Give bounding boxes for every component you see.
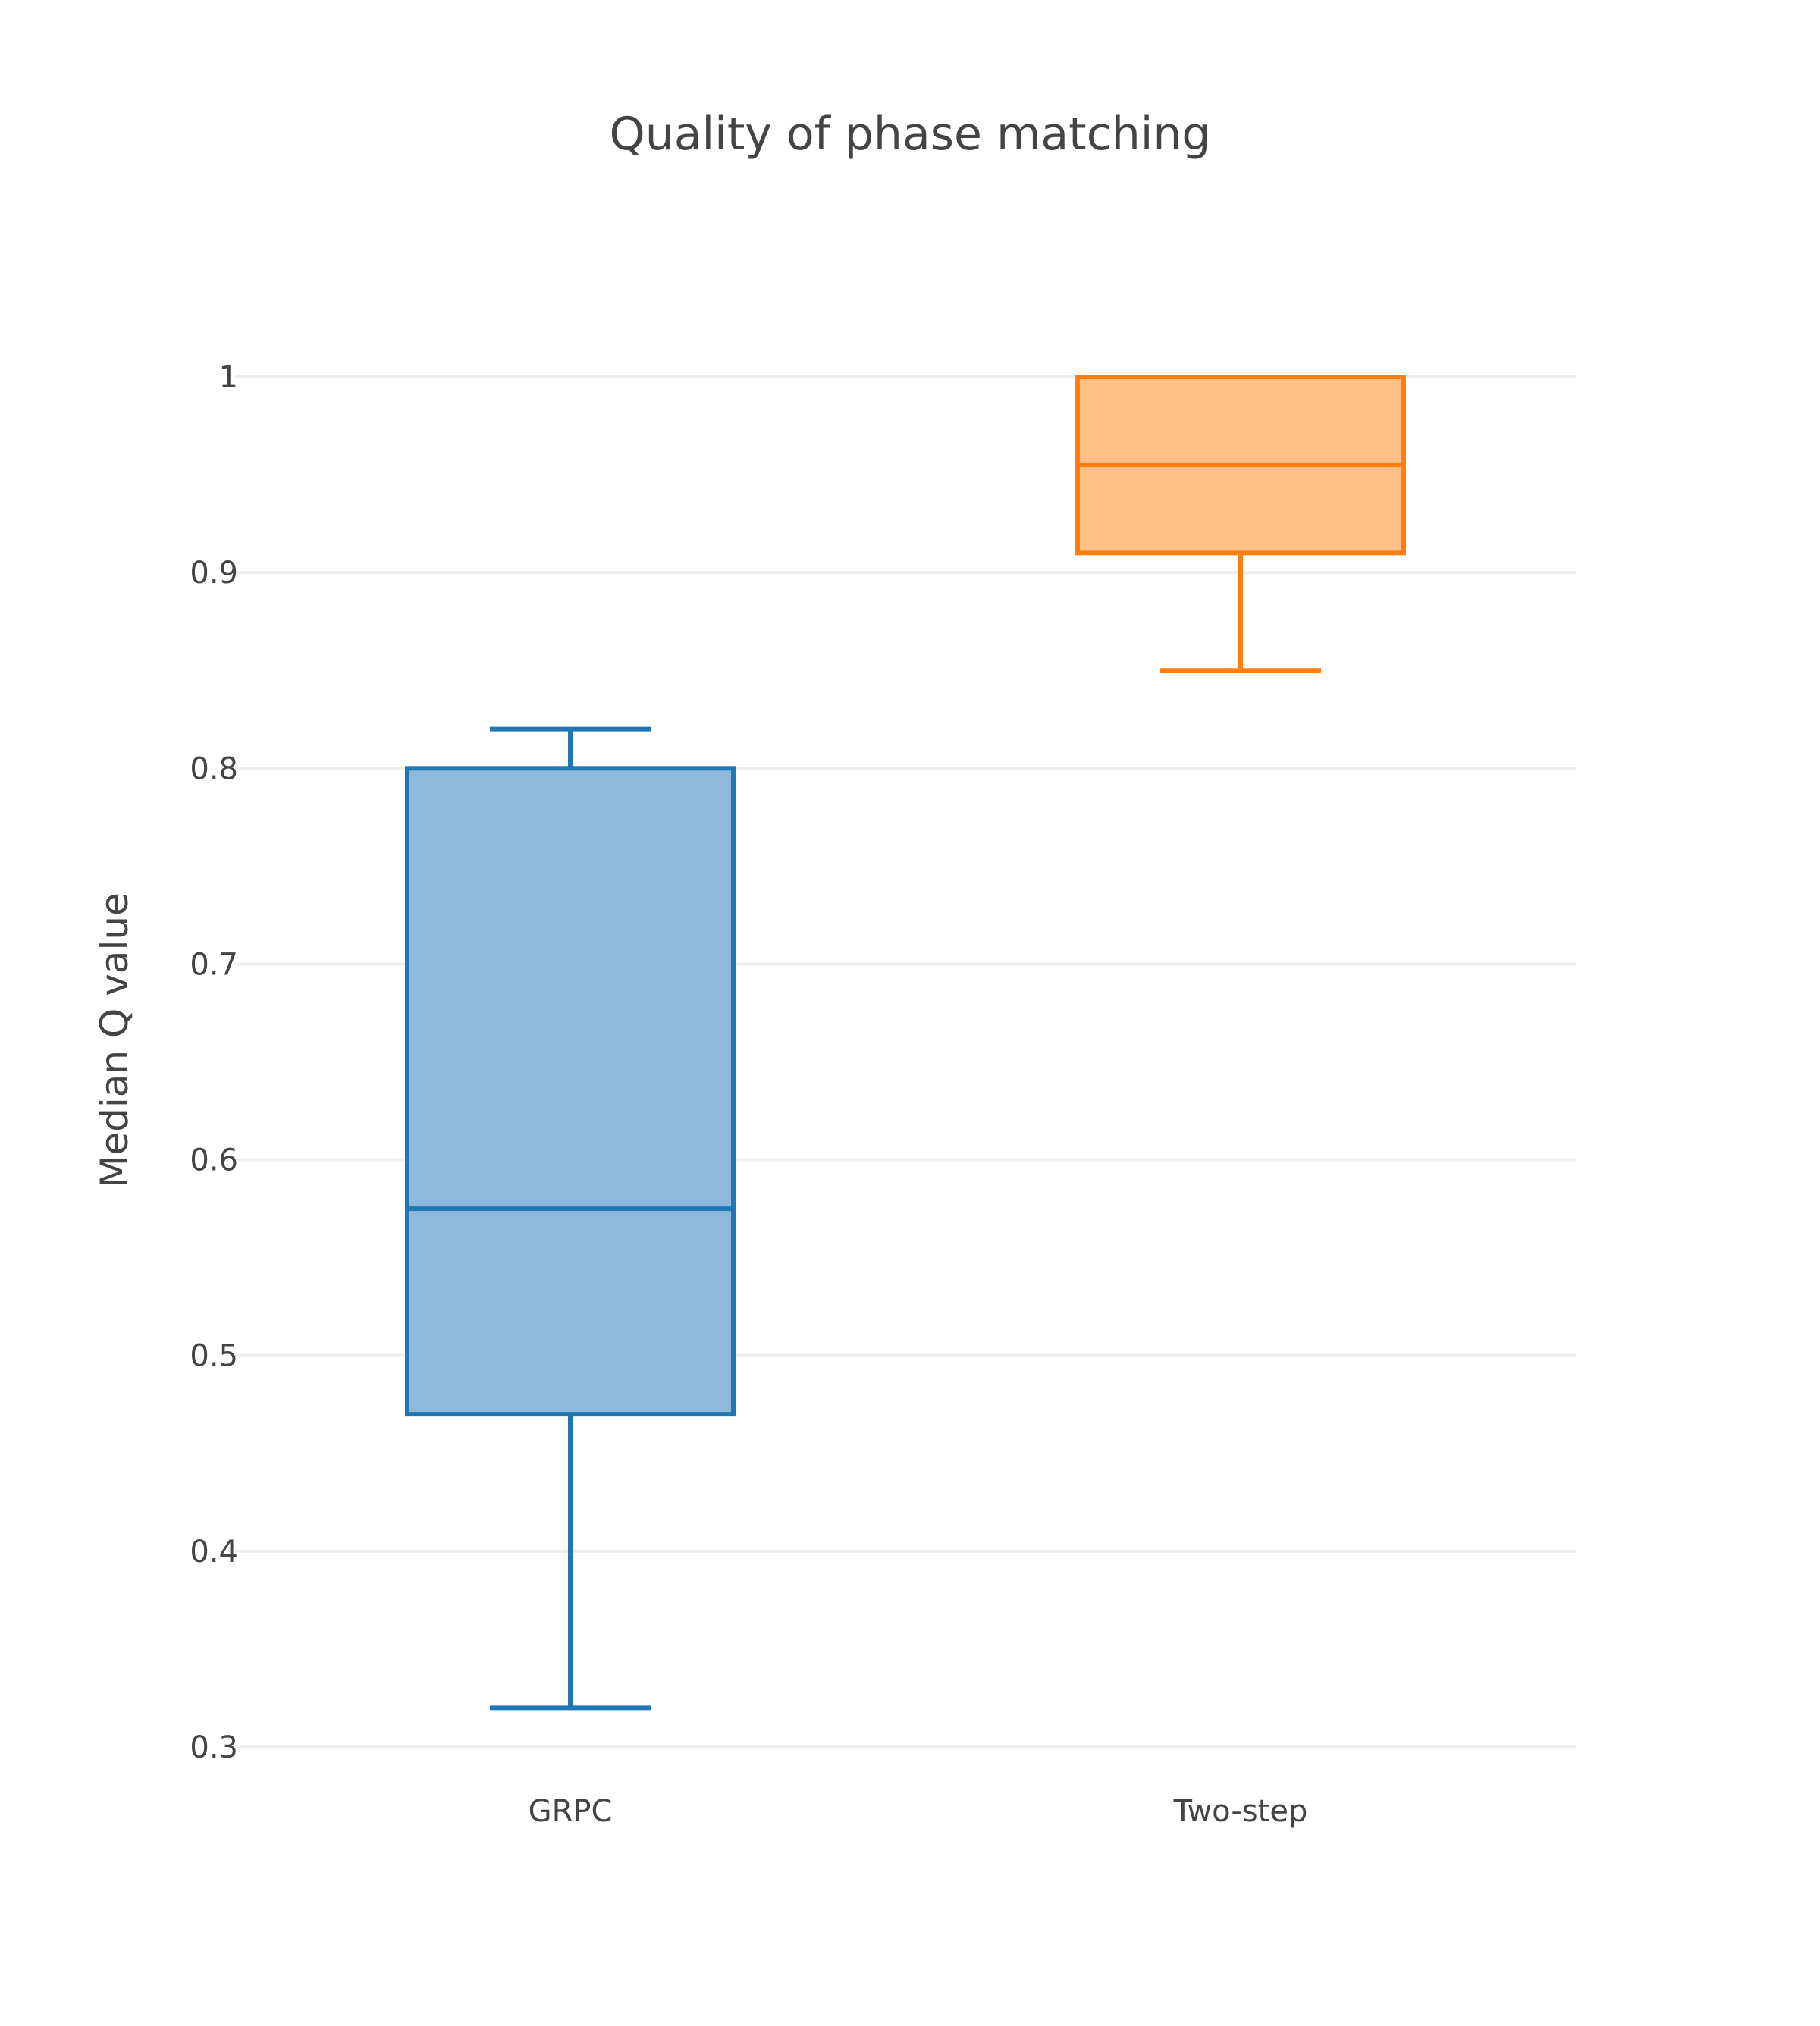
x-axis-tick-labels: GRPC Two-step — [529, 1794, 1308, 1829]
y-tick-label: 0.5 — [190, 1339, 238, 1374]
y-axis-title: Median Q value — [93, 892, 136, 1188]
chart-title: Quality of phase matching — [609, 108, 1210, 161]
y-tick-label: 0.7 — [190, 947, 238, 982]
x-tick-label: Two-step — [1173, 1794, 1308, 1829]
x-tick-label: GRPC — [529, 1794, 613, 1829]
y-tick-label: 0.4 — [190, 1535, 238, 1570]
y-axis-tick-labels: 0.3 0.4 0.5 0.6 0.7 0.8 0.9 1 — [190, 360, 238, 1765]
iqr-box — [405, 766, 736, 1417]
box-two-step — [1075, 375, 1406, 673]
y-tick-label: 0.9 — [190, 556, 238, 591]
y-tick-label: 0.6 — [190, 1143, 238, 1178]
y-tick-label: 0.8 — [190, 751, 238, 786]
boxes — [405, 375, 1406, 1711]
y-tick-label: 1 — [219, 360, 238, 395]
box-grpc — [405, 726, 736, 1711]
y-tick-label: 0.3 — [190, 1730, 238, 1765]
